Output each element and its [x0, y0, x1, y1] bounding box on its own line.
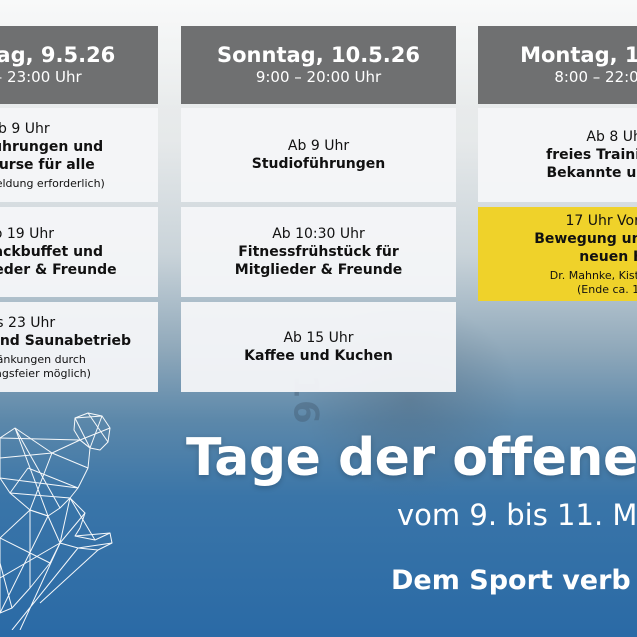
event-headline: Tage der offenen — [186, 428, 637, 488]
event-card: Ab 9 Uhr Studioführungen — [181, 108, 456, 202]
event-title: für Mitglieder & Freunde — [0, 262, 117, 278]
day-column-sunday: Sonntag, 10.5.26 9:00 – 20:00 Uhr Ab 9 U… — [181, 26, 456, 392]
event-card: Ab 15 Uhr Kaffee und Kuchen — [181, 302, 456, 392]
event-title: Kaffee und Kuchen — [244, 348, 393, 364]
event-time: 17 Uhr Vortrag — [565, 212, 637, 229]
day-title: Samstag, 9.5.26 — [0, 43, 116, 67]
wireframe-runner-icon — [0, 412, 113, 630]
event-title: Mitglieder & Freunde — [234, 262, 403, 278]
event-title: Trainings- und Saunabetrieb — [0, 332, 132, 349]
event-card: Ab 8 Uhr freies Training für Bekannte un… — [478, 108, 637, 202]
event-time: Ab 15 Uhr — [283, 330, 354, 346]
day-hours: 8:00 – 22:00 Uhr — [554, 68, 637, 86]
event-note: (Einschränkungen durch — [0, 352, 86, 366]
day-hours: 9:00 – 20:00 Uhr — [255, 68, 382, 86]
event-card: Ab 10:30 Uhr Fitnessfrühstück für Mitgli… — [181, 207, 456, 297]
day-title: Montag, 11.5.26 — [520, 43, 637, 67]
event-title: Studioführungen — [251, 156, 386, 172]
event-title: Bewegung und Sport — [534, 230, 637, 247]
day-header: Montag, 11.5.26 8:00 – 22:00 Uhr — [478, 26, 637, 104]
day-header: Sonntag, 10.5.26 9:00 – 20:00 Uhr — [181, 26, 456, 104]
event-time: Ab 8 Uhr — [586, 129, 637, 145]
event-title: Probekurse für alle — [0, 156, 95, 173]
event-note: Dr. Mahnke, Kistmacher, — [549, 268, 637, 282]
event-time: Ab 9 Uhr — [0, 120, 50, 137]
day-hours: 9:00 – 23:00 Uhr — [0, 68, 82, 86]
event-card: Ab 9 Uhr Studioführungen und Probekurse … — [0, 108, 158, 202]
day-title: Sonntag, 10.5.26 — [217, 43, 420, 67]
event-title: Bekannte unserer — [546, 165, 637, 181]
event-title: Grill-Snackbuffet und — [0, 244, 104, 260]
day-column-monday: Montag, 11.5.26 8:00 – 22:00 Uhr Ab 8 Uh… — [478, 26, 637, 301]
event-note: (keine Anmeldung erforderlich) — [0, 176, 105, 190]
event-title: Fitnessfrühstück für — [238, 244, 399, 260]
day-column-saturday: Samstag, 9.5.26 9:00 – 23:00 Uhr Ab 9 Uh… — [0, 26, 158, 392]
event-date-range: vom 9. bis 11. M — [397, 498, 637, 532]
event-title: freies Training für — [546, 147, 637, 163]
event-time: Bis 23 Uhr — [0, 314, 56, 331]
event-time: Ab 19 Uhr — [0, 226, 55, 242]
event-card: Ab 19 Uhr Grill-Snackbuffet und für Mitg… — [0, 207, 158, 297]
event-card-highlight: 17 Uhr Vortrag Bewegung und Sport neuen … — [478, 207, 637, 301]
event-title: neuen Hü — [579, 248, 637, 265]
event-title: Studioführungen und — [0, 138, 104, 155]
event-time: Ab 10:30 Uhr — [272, 226, 365, 242]
slogan: Dem Sport verb — [391, 565, 631, 596]
event-note: (Ende ca. 18:3 — [577, 282, 637, 296]
event-card: Bis 23 Uhr Trainings- und Saunabetrieb (… — [0, 302, 158, 392]
event-time: Ab 9 Uhr — [287, 138, 350, 154]
day-header: Samstag, 9.5.26 9:00 – 23:00 Uhr — [0, 26, 158, 104]
event-note: Geburtstagsfeier möglich) — [0, 366, 91, 380]
